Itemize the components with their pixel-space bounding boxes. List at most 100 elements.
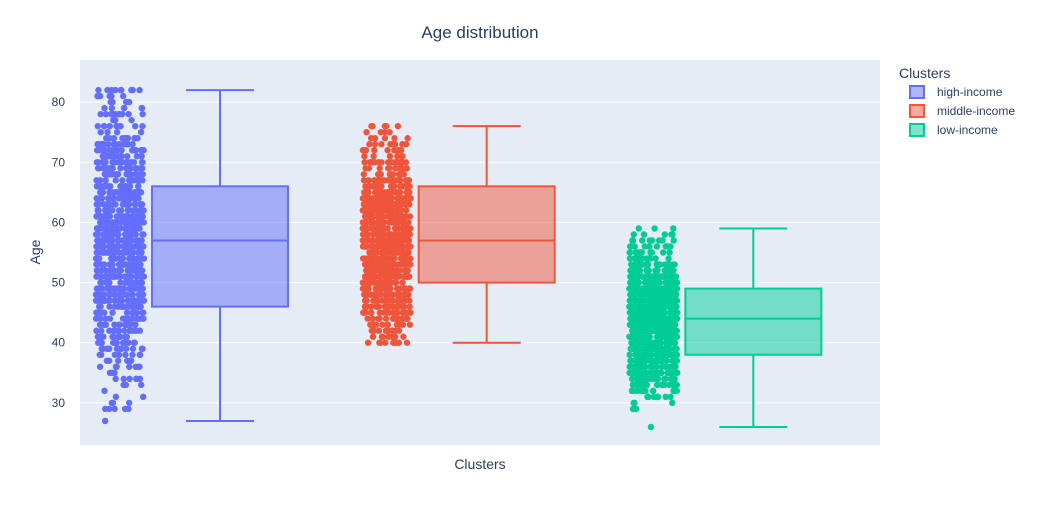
data-point (653, 375, 661, 383)
data-point (381, 189, 388, 196)
data-point (109, 98, 116, 106)
data-point (133, 255, 141, 262)
y-ticks: 30 40 50 60 70 80 (52, 95, 66, 410)
data-point (129, 195, 136, 202)
data-point (114, 153, 122, 160)
data-point (124, 153, 131, 160)
data-point (362, 147, 369, 154)
data-point (653, 285, 660, 292)
data-point (668, 285, 675, 292)
data-point (121, 327, 128, 334)
data-point (135, 195, 142, 202)
data-point (671, 279, 678, 286)
data-point (380, 309, 387, 316)
data-point (106, 219, 114, 226)
data-point (671, 345, 678, 352)
data-point (402, 159, 410, 166)
data-point (105, 201, 112, 208)
data-point (131, 135, 139, 142)
data-point (391, 147, 399, 154)
data-point (400, 171, 408, 178)
data-point (655, 345, 663, 352)
data-point (130, 339, 138, 346)
data-point (139, 393, 147, 401)
data-point (96, 255, 103, 262)
data-point (114, 219, 121, 226)
data-point (93, 285, 101, 292)
data-point (387, 141, 394, 148)
data-point (118, 86, 125, 94)
data-point (659, 333, 667, 340)
data-point (375, 327, 383, 334)
data-point (360, 285, 368, 292)
data-point (627, 297, 634, 304)
data-point (101, 104, 108, 112)
data-point (131, 201, 139, 208)
data-point (651, 345, 658, 352)
legend-title: Clusters (899, 65, 950, 81)
data-point (94, 122, 102, 130)
data-point (363, 219, 371, 226)
data-point (402, 195, 409, 202)
data-point (649, 363, 656, 370)
data-point (632, 297, 640, 304)
data-point (111, 405, 118, 413)
data-point (369, 231, 377, 238)
data-point (101, 387, 108, 395)
data-point (667, 393, 674, 401)
data-point (131, 321, 138, 328)
data-point (96, 219, 104, 226)
data-point (131, 231, 138, 238)
data-point (95, 207, 102, 214)
points-middle-income (359, 122, 414, 346)
data-point (399, 141, 406, 148)
data-point (110, 267, 118, 274)
data-point (106, 213, 114, 220)
data-point (405, 183, 412, 190)
data-point (137, 147, 145, 154)
data-point (93, 159, 101, 166)
data-point (138, 249, 145, 256)
data-point (106, 345, 113, 352)
box-iqr (417, 185, 556, 284)
data-point (396, 183, 404, 190)
data-point (130, 309, 138, 316)
data-point (106, 261, 114, 268)
data-point (404, 189, 411, 196)
data-point (648, 249, 656, 256)
legend-item-middle-income[interactable]: middle-income (909, 104, 1015, 118)
data-point (139, 231, 146, 238)
data-point (660, 291, 667, 298)
data-point (120, 104, 128, 112)
data-point (635, 225, 642, 232)
data-point (652, 315, 659, 322)
data-point (361, 159, 368, 166)
data-point (115, 243, 122, 250)
data-point (94, 165, 102, 172)
legend-item-low-income[interactable]: low-income (909, 123, 998, 137)
data-point (369, 333, 377, 340)
data-point (140, 243, 147, 250)
legend[interactable]: Clusters high-income middle-income low-inc… (899, 65, 1015, 137)
data-point (126, 375, 133, 383)
legend-item-high-income[interactable]: high-income (909, 85, 1003, 99)
data-point (660, 351, 667, 358)
data-point (384, 291, 392, 298)
data-point (121, 231, 129, 238)
data-point (101, 237, 109, 244)
data-point (110, 333, 117, 340)
data-point (361, 213, 369, 220)
legend-swatch (909, 123, 925, 137)
data-point (129, 345, 137, 352)
data-point (375, 315, 382, 322)
data-point (137, 219, 144, 226)
data-point (101, 417, 109, 425)
data-point (96, 363, 104, 370)
data-point (668, 333, 675, 340)
data-point (391, 135, 398, 142)
data-point (93, 267, 101, 274)
data-point (389, 303, 397, 310)
data-point (127, 243, 135, 250)
data-point (124, 225, 132, 232)
data-point (102, 321, 109, 328)
